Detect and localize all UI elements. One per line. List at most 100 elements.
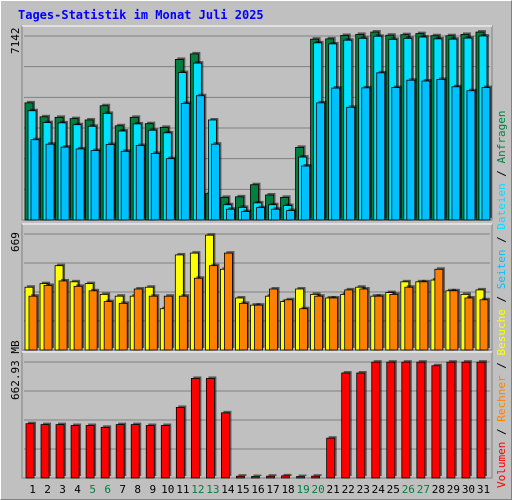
bar-seiten-day-3	[60, 146, 70, 221]
bar-volumen-day-8	[130, 424, 140, 479]
legend-dateien: Dateien	[495, 183, 508, 229]
bar-volumen-day-14	[221, 412, 230, 479]
xtick-day-30: 30	[462, 483, 475, 496]
bar-rechner-day-15	[239, 302, 248, 351]
bar-rechner-day-31	[479, 299, 489, 351]
bar-seiten-day-7	[120, 150, 130, 221]
bar-volumen-day-25	[386, 361, 396, 479]
bar-seiten-day-12	[195, 95, 205, 221]
xtick-day-7: 7	[119, 483, 126, 496]
bar-seiten-day-22	[346, 106, 356, 221]
bar-seiten-day-30	[466, 90, 476, 221]
bar-volumen-day-10	[160, 425, 170, 479]
bar-rechner-day-18	[284, 299, 293, 351]
bar-seiten-day-26	[406, 79, 416, 221]
xtick-day-25: 25	[387, 483, 400, 496]
bar-volumen-day-3	[55, 424, 65, 479]
bar-volumen-day-4	[70, 425, 80, 479]
bar-volumen-day-21	[326, 437, 336, 479]
bar-seiten-day-18	[286, 210, 295, 221]
legend-separator: /	[495, 163, 508, 183]
bar-seiten-day-1	[30, 139, 40, 221]
legend-volumen: Volumen	[495, 442, 508, 488]
xtick-day-22: 22	[342, 483, 355, 496]
bar-seiten-day-17	[271, 208, 280, 221]
ytick-label-volume: 662.93 MB	[9, 340, 22, 400]
bar-volumen-day-15	[236, 475, 245, 479]
bar-volumen-day-17-shadow	[268, 474, 277, 476]
xtick-day-2: 2	[44, 483, 51, 496]
bar-volumen-day-20-shadow	[313, 474, 322, 476]
xtick-day-11: 11	[176, 483, 189, 496]
bar-volumen-day-22	[341, 372, 351, 479]
xtick-day-10: 10	[161, 483, 174, 496]
bar-rechner-day-3	[58, 280, 68, 351]
bar-seiten-day-9	[150, 153, 160, 221]
xtick-day-27: 27	[417, 483, 430, 496]
legend-seiten: Seiten	[495, 250, 508, 290]
xtick-day-12: 12	[191, 483, 204, 496]
bar-seiten-day-8	[135, 145, 145, 221]
bar-seiten-day-5	[90, 150, 100, 221]
bar-seiten-day-13	[210, 143, 220, 221]
xtick-day-1: 1	[29, 483, 36, 496]
legend-anfragen: Anfragen	[495, 110, 508, 163]
bar-volumen-day-2	[40, 424, 50, 479]
bar-volumen-day-9	[145, 425, 155, 479]
bar-rechner-day-16	[254, 304, 263, 351]
xtick-day-15: 15	[236, 483, 249, 496]
bar-volumen-day-18-shadow	[283, 473, 292, 476]
bar-rechner-day-27	[419, 281, 429, 351]
bar-volumen-day-31	[476, 361, 486, 479]
bar-seiten-day-2	[45, 143, 55, 221]
bar-seiten-day-19	[301, 165, 310, 221]
xtick-day-5: 5	[89, 483, 96, 496]
bar-volumen-day-24	[371, 361, 381, 479]
legend-separator: /	[495, 230, 508, 250]
bar-seiten-day-15	[241, 211, 250, 221]
bar-volumen-day-5	[85, 425, 95, 479]
bar-rechner-day-21	[329, 297, 339, 351]
bar-volumen-day-17	[266, 475, 275, 479]
xtick-day-29: 29	[447, 483, 460, 496]
bar-rechner-day-23	[359, 288, 369, 351]
bar-rechner-day-4	[73, 285, 83, 351]
bar-seiten-day-24	[376, 72, 386, 221]
bar-seiten-day-23	[361, 87, 371, 221]
bar-volumen-day-16-shadow	[253, 474, 262, 476]
bar-rechner-day-11	[178, 295, 188, 351]
bar-rechner-day-17	[269, 288, 278, 351]
bar-rechner-day-20	[314, 295, 324, 351]
bar-seiten-day-27	[421, 80, 431, 221]
bar-rechner-day-9	[148, 295, 158, 351]
bar-rechner-day-7	[118, 302, 128, 351]
bar-seiten-day-6	[105, 144, 115, 221]
bar-volumen-day-16	[251, 476, 260, 479]
bar-rechner-day-19	[299, 308, 308, 351]
xtick-day-23: 23	[357, 483, 370, 496]
bar-volumen-day-19	[296, 476, 305, 479]
legend-besuche: Besuche	[495, 309, 508, 355]
bar-rechner-day-8	[133, 288, 143, 351]
bar-rechner-day-13	[208, 265, 218, 351]
ytick-label-visits: 669	[9, 232, 22, 252]
legend-rechner: Rechner	[495, 375, 508, 422]
bar-volumen-day-18	[281, 475, 290, 479]
bar-seiten-day-25	[391, 87, 401, 221]
bar-rechner-day-14	[224, 252, 233, 351]
bar-volumen-day-30	[461, 361, 471, 479]
bar-seiten-day-28	[436, 79, 446, 221]
xtick-day-18: 18	[281, 483, 294, 496]
bar-seiten-day-29	[451, 86, 461, 221]
bar-seiten-day-31	[481, 87, 491, 221]
xtick-day-16: 16	[251, 483, 264, 496]
xtick-day-21: 21	[327, 483, 340, 496]
bar-seiten-day-20	[316, 102, 326, 221]
bar-seiten-day-16	[256, 207, 265, 221]
bar-rechner-day-26	[404, 286, 414, 351]
bar-seiten-day-11	[180, 102, 190, 221]
bar-rechner-day-10	[163, 295, 173, 351]
bar-seiten-day-10	[165, 158, 175, 221]
xtick-day-31: 31	[477, 483, 490, 496]
